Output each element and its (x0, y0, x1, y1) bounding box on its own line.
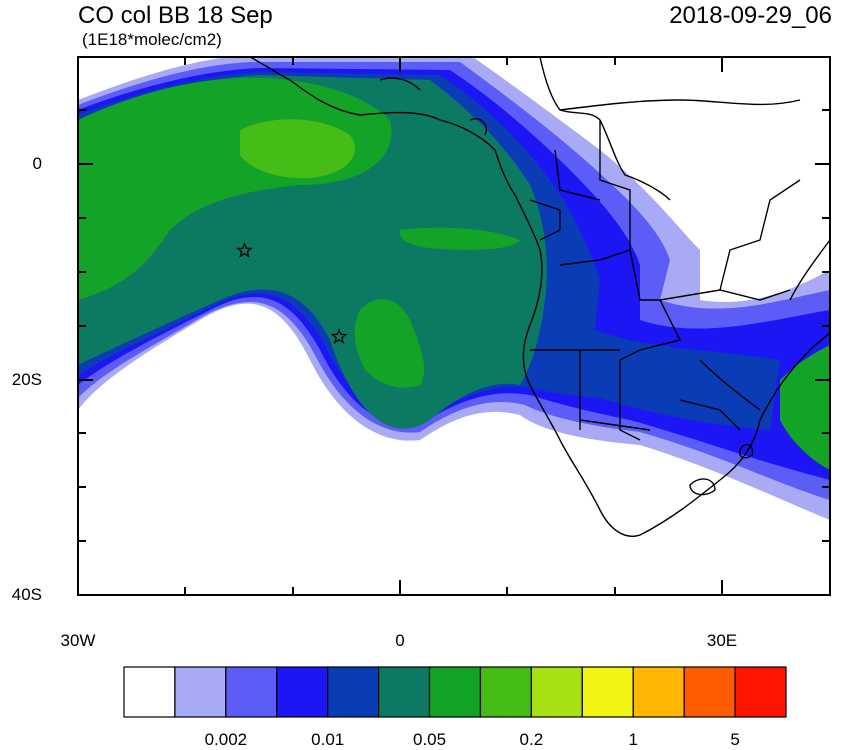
plume-band-lightgreen (240, 119, 356, 179)
x-tick-label-30e: 30E (706, 631, 738, 650)
colorbar-swatch-11 (683, 666, 736, 718)
plume-band-green-3 (399, 227, 520, 250)
colorbar-swatch-9 (581, 666, 634, 718)
x-tick-label-30w: 30W (60, 631, 96, 650)
marker-group (236, 241, 348, 344)
colorbar-label-2: 0.05 (412, 730, 447, 749)
colorbar-swatch-2 (225, 666, 278, 718)
colorbar-swatch-4 (327, 666, 380, 718)
star-marker-1 (236, 241, 253, 258)
colorbar-label-5: 5 (730, 730, 740, 749)
colorbar-swatch-12 (734, 666, 787, 718)
star-marker-2 (330, 328, 348, 344)
colorbar-swatch-7 (479, 666, 532, 718)
units-label: (1E18*molec/cm2) (82, 30, 222, 49)
datetime-label: 2018-09-29_06 (669, 2, 832, 29)
map-title: CO col BB 18 Sep (78, 2, 273, 29)
axis-ticks (77, 57, 830, 596)
colorbar-swatch-3 (276, 666, 329, 718)
plume-east-green (780, 345, 830, 470)
coastlines (249, 57, 830, 537)
plume-field (78, 57, 830, 520)
x-tick-label-0: 0 (395, 631, 405, 650)
colorbar-swatch-6 (428, 666, 482, 718)
colorbar-swatch-5 (378, 666, 431, 718)
colorbar-label-1: 0.01 (311, 730, 345, 749)
colorbar (123, 666, 787, 718)
colorbar-label-0: 0.002 (204, 730, 248, 749)
colorbar-swatch-8 (530, 666, 583, 718)
colorbar-swatch-0 (123, 666, 176, 718)
colorbar-label-4: 1 (628, 730, 638, 749)
colorbar-swatch-1 (174, 666, 227, 718)
y-tick-label-0: 0 (32, 154, 42, 173)
y-tick-label-40s: 40S (11, 585, 42, 604)
plume-band-green-2 (354, 299, 425, 388)
colorbar-swatch-10 (632, 666, 685, 718)
y-tick-label-20s: 20S (11, 370, 42, 389)
colorbar-label-3: 0.2 (519, 730, 544, 749)
